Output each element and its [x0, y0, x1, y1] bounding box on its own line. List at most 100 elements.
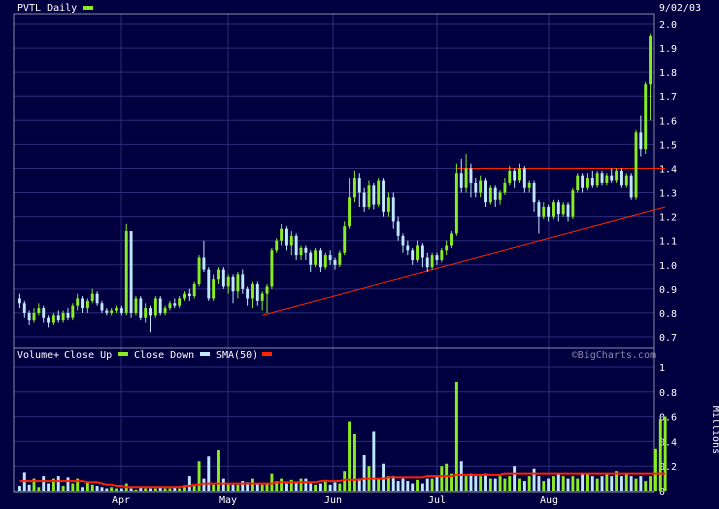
volume-bar	[51, 478, 55, 491]
volume-bar	[484, 473, 487, 491]
candle-body	[537, 202, 541, 217]
candle-body	[377, 180, 381, 205]
candle	[236, 271, 240, 299]
candle-body	[576, 175, 580, 191]
volume-bar	[619, 476, 623, 491]
volume-y-tick-label: 0.6	[659, 413, 677, 424]
candle	[386, 192, 390, 217]
candle	[435, 252, 439, 265]
candle	[153, 296, 157, 318]
candle-body	[105, 310, 109, 313]
candle-body	[304, 247, 308, 253]
candle	[445, 240, 449, 256]
candle-body	[338, 252, 342, 265]
candle-body	[343, 226, 347, 253]
candle-body	[619, 170, 623, 186]
volume-bar	[411, 483, 415, 491]
volume-bar	[178, 488, 182, 491]
candle-body	[241, 274, 245, 289]
volume-bar	[493, 478, 497, 491]
candle	[474, 178, 478, 198]
candle-body	[459, 173, 463, 188]
volume-bar	[168, 488, 172, 491]
price-y-tick-label: 2.0	[659, 20, 677, 31]
candle	[610, 168, 614, 183]
candle-body	[149, 308, 152, 316]
volume-panel: 1 0.8 0.6 0.4 0.2 0 Volume+ Close Up Close Do…	[13, 347, 719, 498]
candle-body	[163, 308, 167, 313]
candle	[644, 81, 648, 155]
volume-bar	[323, 479, 327, 491]
volume-bar	[522, 481, 526, 491]
price-y-tick-label: 1.9	[659, 44, 677, 55]
volume-bar	[644, 481, 648, 491]
volume-y-axis-label: Millions	[710, 406, 719, 454]
candle	[95, 291, 99, 306]
candle-body	[280, 228, 284, 241]
candle	[430, 252, 434, 270]
candle	[581, 173, 585, 193]
candle-body	[32, 312, 36, 321]
volume-bar	[270, 473, 274, 491]
candle	[299, 245, 303, 260]
volume-bar	[348, 421, 352, 491]
volume-bar	[90, 484, 94, 491]
candle-body	[221, 269, 225, 287]
volume-bar	[420, 483, 424, 491]
candle-body	[129, 231, 133, 313]
candle	[85, 298, 89, 313]
candle-body	[22, 303, 26, 313]
candle-body	[547, 206, 551, 217]
candle	[527, 180, 531, 193]
candle	[309, 250, 313, 272]
candle	[280, 223, 284, 246]
candle	[391, 192, 395, 229]
candle-body	[508, 170, 512, 183]
candle	[406, 240, 410, 256]
candle-body	[454, 173, 458, 234]
volume-bar	[309, 483, 313, 491]
candle-body	[226, 276, 230, 287]
candle-body	[284, 228, 288, 246]
volume-bar	[639, 476, 643, 491]
candle	[488, 185, 492, 205]
volume-bar	[338, 483, 342, 491]
candle-body	[479, 180, 483, 193]
candle-body	[110, 310, 114, 313]
candle	[134, 296, 138, 316]
candle	[187, 288, 191, 301]
volume-bar	[76, 478, 80, 491]
candle	[251, 281, 254, 309]
volume-bar	[27, 484, 31, 491]
candle-body	[435, 255, 439, 260]
candle	[260, 291, 264, 311]
candle-body	[610, 175, 614, 181]
candle-body	[51, 315, 55, 323]
candle	[493, 185, 497, 207]
volume-bar	[571, 476, 575, 491]
candle	[304, 245, 308, 260]
volume-bar	[158, 487, 162, 491]
candle	[56, 310, 60, 323]
candle-body	[183, 293, 186, 299]
volume-bar	[47, 483, 51, 491]
candle	[178, 296, 182, 309]
volume-bar	[275, 481, 279, 491]
candle	[367, 180, 371, 210]
candle	[37, 303, 41, 316]
x-tick-label: Aug	[540, 495, 558, 506]
candle-body	[420, 245, 424, 258]
volume-bar	[406, 481, 410, 491]
volume-bar	[581, 473, 585, 491]
volume-bar	[42, 476, 46, 491]
candle	[605, 173, 609, 186]
x-tick-label: Jul	[428, 495, 446, 506]
candle-body	[440, 250, 444, 260]
candle-body	[217, 269, 220, 280]
volume-bar	[663, 416, 667, 491]
volume-bar	[314, 484, 318, 491]
volume-y-tick-label: 0.8	[659, 388, 677, 399]
candle	[27, 310, 31, 325]
volume-bar	[328, 484, 332, 491]
